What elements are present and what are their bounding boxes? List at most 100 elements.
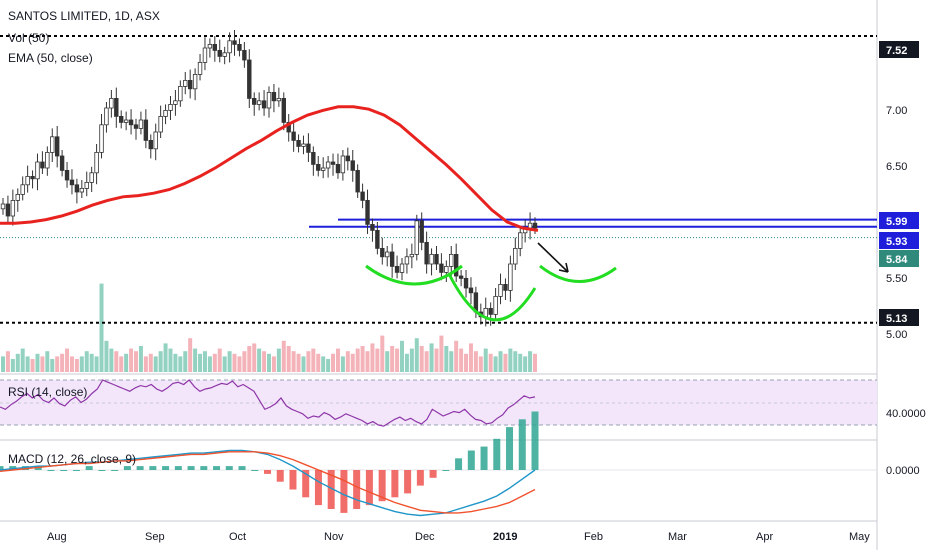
candle-body xyxy=(355,169,360,193)
x-tick-nov: Nov xyxy=(324,531,344,543)
volume-bar xyxy=(104,340,109,372)
candle-body xyxy=(409,253,415,258)
candle-body xyxy=(389,251,395,267)
macd-hist-bar xyxy=(353,470,361,509)
volume-bar xyxy=(345,351,350,372)
candle-body xyxy=(291,131,296,141)
price-badge-5-84: 5.84 xyxy=(879,250,919,267)
volume-bar xyxy=(232,353,237,372)
candle-body xyxy=(114,98,119,117)
rsi-line xyxy=(0,379,536,427)
candle-body xyxy=(242,50,247,61)
y-tick-6-50: 6.50 xyxy=(886,161,907,173)
volume-legend[interactable]: Vol (50) xyxy=(8,31,50,45)
candle-body xyxy=(513,247,518,265)
macd-hist-bar xyxy=(238,466,246,470)
candle-body xyxy=(74,184,80,193)
volume-bar xyxy=(109,348,114,372)
volume-bar xyxy=(429,343,434,372)
volume-bar xyxy=(518,353,523,372)
candle-body xyxy=(89,172,94,183)
volume-bar xyxy=(370,343,375,372)
volume-bar xyxy=(439,335,444,372)
price-axis[interactable]: 7.00 6.50 5.50 5.00 xyxy=(886,105,907,341)
macd-axis-label: 0.0000 xyxy=(886,465,920,477)
y-tick-5-50: 5.50 xyxy=(886,273,907,285)
macd-hist-bar xyxy=(416,470,424,486)
x-tick-oct: Oct xyxy=(229,531,246,543)
volume-bar xyxy=(257,348,262,372)
candle-body xyxy=(59,155,65,171)
candle-body xyxy=(271,92,277,102)
macd-hist-bar xyxy=(123,466,131,470)
macd-hist-bar xyxy=(391,470,399,498)
macd-hist-bar xyxy=(480,446,488,470)
candle-body xyxy=(311,151,316,165)
candle-body xyxy=(133,124,139,129)
candle-body xyxy=(168,104,173,111)
candle-body xyxy=(503,283,508,291)
macd-hist-bar xyxy=(187,466,195,470)
x-tick-2019: 2019 xyxy=(493,531,517,543)
macd-hist-bar xyxy=(276,470,284,482)
horizontal-levels xyxy=(0,35,877,324)
symbol-title[interactable]: SANTOS LIMITED, 1D, ASX xyxy=(8,9,160,23)
ema-legend[interactable]: EMA (50, close) xyxy=(8,51,93,65)
macd-legend[interactable]: MACD (12, 26, close, 9) xyxy=(8,452,137,466)
time-axis[interactable]: Aug Sep Oct Nov Dec 2019 Feb Mar Apr May xyxy=(47,531,870,543)
rsi-legend[interactable]: RSI (14, close) xyxy=(8,385,88,399)
candle-body xyxy=(532,222,538,229)
volume-bar xyxy=(30,359,35,372)
candle-body xyxy=(330,161,336,165)
candle-body xyxy=(212,44,218,51)
volume-bar xyxy=(188,338,193,372)
macd-hist-bar xyxy=(289,470,297,490)
volume-bar xyxy=(454,340,459,372)
candle-body xyxy=(276,98,282,102)
macd-hist-bar xyxy=(506,427,514,470)
macd-hist-bar xyxy=(340,470,348,513)
svg-text:5.99: 5.99 xyxy=(886,216,907,228)
candle-body xyxy=(128,119,134,126)
y-tick-5-00: 5.00 xyxy=(886,329,907,341)
volume-bar xyxy=(503,353,508,372)
ema-line xyxy=(0,105,539,232)
volume-bar xyxy=(99,283,104,372)
volume-bar xyxy=(340,356,345,372)
volume-bar xyxy=(306,351,311,372)
volume-bar xyxy=(478,356,483,372)
volume-bar xyxy=(148,353,153,372)
candle-body xyxy=(439,263,444,273)
volume-bar xyxy=(316,353,321,372)
candle-body xyxy=(45,151,50,169)
candle-body xyxy=(40,161,45,169)
volume-bar xyxy=(5,351,10,372)
candle-body xyxy=(25,175,30,186)
candle-body xyxy=(463,277,469,289)
candle-body xyxy=(207,44,213,49)
volume-bar xyxy=(311,348,316,372)
volume-bar xyxy=(20,348,25,372)
macd-hist-bar xyxy=(264,470,271,474)
candle-body xyxy=(30,175,35,180)
volume-bar xyxy=(286,346,291,372)
volume-bar xyxy=(449,351,454,372)
candle-body xyxy=(192,74,198,90)
candle-body xyxy=(217,50,222,57)
candle-body xyxy=(256,100,262,105)
candle-body xyxy=(20,184,25,195)
x-tick-sep: Sep xyxy=(145,531,165,543)
volume-bar xyxy=(473,351,478,372)
left-shoulder-arc xyxy=(365,264,463,286)
volume-bar xyxy=(321,356,326,372)
macd-hist-bar xyxy=(213,466,221,470)
candle-body xyxy=(0,203,6,210)
volume-bar xyxy=(207,356,212,372)
volume-bar xyxy=(390,346,395,372)
candle-body xyxy=(54,136,60,157)
candle-body xyxy=(35,161,40,180)
volume-bar xyxy=(434,348,439,372)
candle-body xyxy=(227,40,232,54)
volume-bar xyxy=(493,356,498,372)
